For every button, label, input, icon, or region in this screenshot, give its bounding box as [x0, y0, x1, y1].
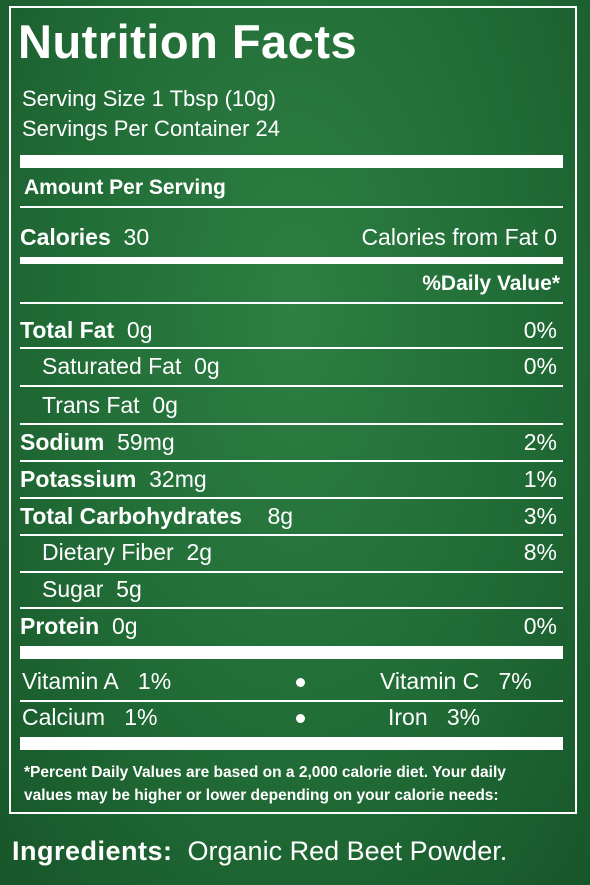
amount-per-serving-label: Amount Per Serving: [24, 176, 226, 199]
nutrient-label: Saturated Fat: [42, 353, 182, 379]
nutrient-pct: 0%: [523, 353, 557, 379]
bullet-dot: [296, 678, 305, 687]
nutrient-label: Protein: [20, 613, 100, 639]
nutrient-amount: 0g: [152, 392, 178, 418]
nutrient-row-total-carbohydrates: Total Carbohydrates 8g 3%: [20, 500, 563, 530]
calcium: Calcium 1%: [22, 704, 158, 730]
medium-divider: [20, 257, 563, 264]
nutrient-row-potassium: Potassium 32mg 1%: [20, 463, 563, 493]
divider: [20, 700, 563, 702]
nutrition-facts-panel: [9, 6, 577, 814]
nutrient-pct: 8%: [523, 539, 557, 565]
nutrient-pct: 0%: [523, 317, 557, 343]
footnote-line-2: values may be higher or lower depending …: [24, 787, 499, 804]
nutrient-label: Total Fat: [20, 317, 115, 343]
nutrient-label: Sodium: [20, 429, 105, 455]
vitamin-a: Vitamin A 1%: [22, 668, 172, 694]
thick-divider: [20, 155, 563, 168]
nutrient-row-trans-fat: Trans Fat 0g: [20, 389, 563, 419]
divider: [20, 571, 563, 573]
nutrient-row-protein: Protein 0g 0%: [20, 610, 563, 640]
nutrient-row-total-fat: Total Fat 0g 0%: [20, 314, 563, 344]
ingredients-label: Ingredients:: [12, 836, 173, 866]
nutrient-amount: 59mg: [117, 429, 175, 455]
servings-per-container: Servings Per Container 24: [22, 116, 281, 141]
nutrient-row-dietary-fiber: Dietary Fiber 2g 8%: [20, 536, 563, 566]
serving-size: Serving Size 1 Tbsp (10g): [22, 86, 276, 111]
divider: [20, 385, 563, 387]
divider: [20, 302, 563, 304]
nutrient-row-saturated-fat: Saturated Fat 0g 0%: [20, 350, 563, 380]
calories-label: Calories: [20, 224, 111, 250]
divider: [20, 534, 563, 536]
footnote-line-1: *Percent Daily Values are based on a 2,0…: [24, 764, 506, 781]
nutrient-row-sugar: Sugar 5g: [20, 573, 563, 603]
thick-divider: [20, 737, 563, 750]
divider: [20, 347, 563, 349]
ingredients: Ingredients: Organic Red Beet Powder.: [12, 836, 507, 867]
vitamin-c: Vitamin C 7%: [380, 668, 532, 694]
calories-row: Calories 30 Calories from Fat 0: [20, 221, 563, 251]
nutrient-label: Trans Fat: [42, 392, 140, 418]
divider: [20, 607, 563, 609]
nutrient-row-sodium: Sodium 59mg 2%: [20, 426, 563, 456]
calories-from-fat: Calories from Fat 0: [361, 224, 557, 250]
divider: [20, 497, 563, 499]
nutrient-label: Total Carbohydrates: [20, 503, 242, 529]
nutrient-amount: 0g: [112, 613, 138, 639]
nutrient-amount: 2g: [186, 539, 213, 565]
nutrient-amount: 0g: [194, 353, 220, 379]
page-title: Nutrition Facts: [18, 15, 358, 68]
nutrient-pct: 0%: [523, 613, 557, 639]
calories-value: 30: [123, 224, 150, 250]
nutrient-amount: 8g: [267, 503, 294, 529]
divider: [20, 423, 563, 425]
nutrient-amount: 5g: [116, 576, 142, 602]
iron: Iron 3%: [388, 704, 481, 730]
bullet-dot: [296, 714, 305, 723]
nutrient-label: Dietary Fiber: [42, 539, 174, 565]
nutrient-amount: 32mg: [149, 466, 207, 492]
nutrient-pct: 2%: [523, 429, 557, 455]
daily-value-header: %Daily Value*: [422, 272, 560, 295]
nutrient-pct: 1%: [523, 466, 557, 492]
divider: [20, 206, 563, 208]
divider: [20, 460, 563, 462]
nutrient-label: Sugar: [42, 576, 104, 602]
nutrient-pct: 3%: [523, 503, 557, 529]
nutrient-amount: 0g: [126, 317, 153, 343]
ingredients-text: Organic Red Beet Powder.: [187, 836, 508, 866]
nutrient-label: Potassium: [20, 466, 137, 492]
thick-divider: [20, 646, 563, 659]
